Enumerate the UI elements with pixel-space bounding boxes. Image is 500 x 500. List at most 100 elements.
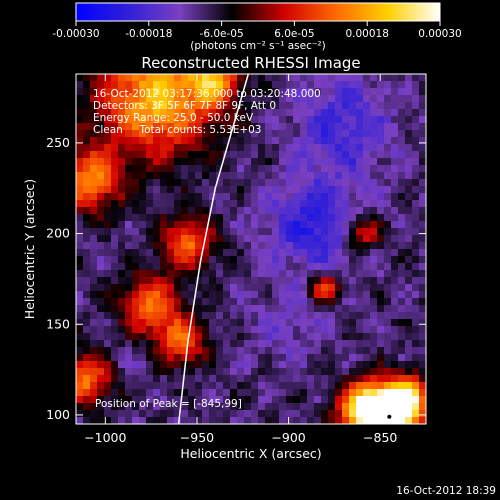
heatmap-cell	[321, 123, 329, 131]
heatmap-cell	[202, 214, 210, 222]
heatmap-cell	[97, 326, 105, 334]
heatmap-cell	[83, 207, 91, 215]
heatmap-cell	[237, 228, 245, 236]
heatmap-cell	[321, 172, 329, 180]
heatmap-cell	[125, 368, 133, 376]
heatmap-cell	[251, 326, 259, 334]
heatmap-cell	[160, 291, 168, 299]
heatmap-cell	[146, 193, 154, 201]
heatmap-cell	[202, 207, 210, 215]
heatmap-cell	[223, 74, 231, 82]
heatmap-cell	[83, 291, 91, 299]
heatmap-cell	[104, 74, 112, 82]
heatmap-cell	[97, 284, 105, 292]
heatmap-cell	[356, 361, 364, 369]
heatmap-cell	[377, 179, 385, 187]
heatmap-cell	[377, 137, 385, 145]
heatmap-cell	[272, 403, 280, 411]
heatmap-cell	[90, 347, 98, 355]
heatmap-cell	[76, 137, 84, 145]
heatmap-cell	[167, 354, 175, 362]
heatmap-cell	[153, 116, 161, 124]
heatmap-cell	[307, 235, 315, 243]
heatmap-cell	[111, 347, 119, 355]
heatmap-cell	[188, 165, 196, 173]
heatmap-cell	[195, 102, 203, 110]
heatmap-cell	[286, 228, 294, 236]
heatmap-cell	[279, 312, 287, 320]
heatmap-cell	[405, 319, 413, 327]
heatmap-cell	[300, 214, 308, 222]
heatmap-cell	[104, 144, 112, 152]
heatmap-cell	[125, 109, 133, 117]
heatmap-cell	[195, 74, 203, 82]
heatmap-cell	[293, 214, 301, 222]
heatmap-cell	[356, 193, 364, 201]
heatmap-cell	[321, 165, 329, 173]
heatmap-cell	[167, 389, 175, 397]
heatmap-cell	[272, 242, 280, 250]
heatmap-cell	[356, 410, 364, 418]
heatmap-cell	[419, 242, 426, 250]
heatmap-cell	[377, 193, 385, 201]
heatmap-cell	[216, 186, 224, 194]
heatmap-cell	[293, 368, 301, 376]
heatmap-cell	[405, 158, 413, 166]
heatmap-cell	[132, 368, 140, 376]
heatmap-cell	[272, 368, 280, 376]
heatmap-cell	[349, 249, 357, 257]
heatmap-cell	[391, 305, 399, 313]
heatmap-cell	[90, 249, 98, 257]
heatmap-cell	[412, 256, 420, 264]
heatmap-cell	[265, 193, 273, 201]
heatmap-cell	[279, 165, 287, 173]
heatmap-cell	[174, 347, 182, 355]
heatmap-cell	[104, 284, 112, 292]
heatmap-cell	[391, 228, 399, 236]
heatmap-cell	[132, 186, 140, 194]
heatmap-cell	[237, 305, 245, 313]
heatmap-cell	[97, 347, 105, 355]
heatmap-cell	[90, 368, 98, 376]
heatmap-cell	[265, 116, 273, 124]
heatmap-cell	[328, 130, 336, 138]
heatmap-cell	[412, 221, 420, 229]
heatmap-cell	[405, 207, 413, 215]
heatmap-cell	[300, 179, 308, 187]
heatmap-cell	[111, 228, 119, 236]
heatmap-cell	[251, 249, 259, 257]
heatmap-cell	[125, 354, 133, 362]
heatmap-cell	[307, 102, 315, 110]
heatmap-cell	[335, 319, 343, 327]
heatmap-cell	[97, 207, 105, 215]
heatmap-cell	[391, 263, 399, 271]
heatmap-cell	[405, 186, 413, 194]
heatmap-cell	[349, 214, 357, 222]
heatmap-cell	[181, 109, 189, 117]
heatmap-cell	[293, 291, 301, 299]
heatmap-cell	[216, 214, 224, 222]
heatmap-cell	[160, 361, 168, 369]
heatmap-cell	[83, 312, 91, 320]
heatmap-cell	[167, 109, 175, 117]
heatmap-cell	[244, 326, 252, 334]
heatmap-cell	[405, 172, 413, 180]
heatmap-cell	[244, 368, 252, 376]
heatmap-cell	[244, 151, 252, 159]
heatmap-cell	[419, 375, 426, 383]
heatmap-cell	[181, 95, 189, 103]
heatmap-cell	[384, 116, 392, 124]
heatmap-cell	[146, 368, 154, 376]
heatmap-cell	[174, 256, 182, 264]
heatmap-cell	[370, 200, 378, 208]
heatmap-cell	[293, 389, 301, 397]
heatmap-cell	[216, 375, 224, 383]
heatmap-cell	[167, 375, 175, 383]
heatmap-cell	[265, 228, 273, 236]
heatmap-cell	[328, 277, 336, 285]
heatmap-cell	[398, 333, 406, 341]
heatmap-cell	[146, 123, 154, 131]
heatmap-cell	[146, 235, 154, 243]
heatmap-cell	[356, 312, 364, 320]
heatmap-cell	[377, 81, 385, 89]
